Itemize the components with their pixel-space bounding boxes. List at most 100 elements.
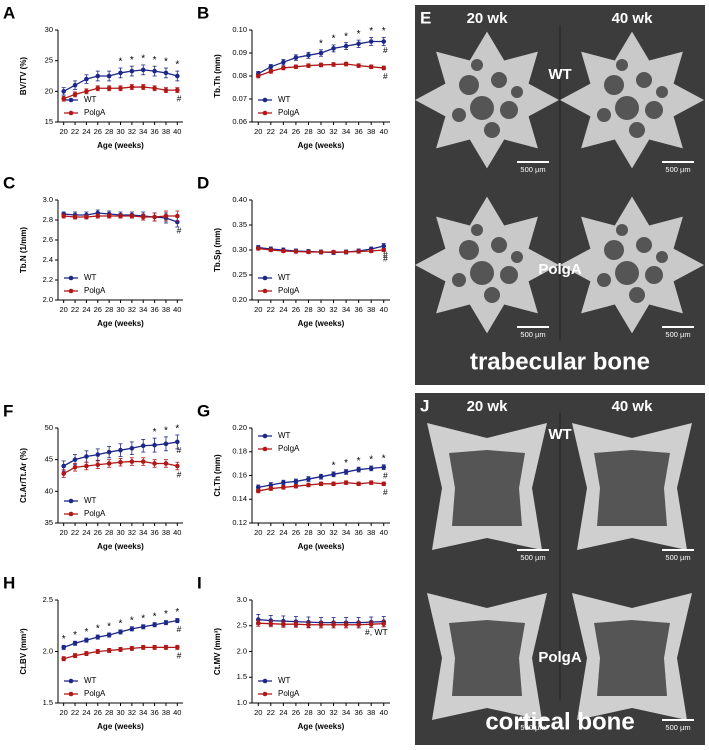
marker: [72, 653, 78, 658]
x-tick-label: 34: [342, 528, 350, 537]
panel-letter: F: [3, 401, 13, 420]
marker: [140, 214, 146, 220]
marker: [381, 247, 387, 253]
marker: [175, 73, 180, 79]
marker: [381, 464, 387, 470]
marker: [152, 442, 157, 448]
y-tick-label: 0.35: [232, 220, 247, 229]
marker: [331, 46, 336, 51]
marker: [84, 454, 89, 459]
y-tick-label: 30: [45, 25, 53, 34]
marker: [175, 439, 180, 445]
legend-marker: [262, 446, 268, 452]
row-label: PolgA: [538, 261, 581, 278]
x-tick-label: 38: [367, 708, 375, 717]
marker: [140, 67, 146, 73]
marker: [152, 461, 157, 466]
significance-star: *: [344, 31, 348, 42]
marker: [72, 92, 78, 97]
marrow-cavity: [449, 620, 525, 696]
x-axis-label: Age (weeks): [97, 722, 144, 731]
y-tick-label: 0.30: [232, 245, 247, 254]
marker: [381, 481, 387, 487]
x-tick-label: 28: [304, 305, 312, 314]
x-tick-label: 32: [128, 528, 136, 537]
legend-label: WT: [278, 431, 291, 440]
marrow-space: [484, 287, 500, 303]
marker: [163, 645, 169, 650]
x-tick-label: 40: [380, 305, 388, 314]
marker: [106, 449, 112, 455]
x-tick-label: 36: [150, 305, 158, 314]
y-tick-label: 0.09: [232, 48, 247, 57]
marker: [163, 461, 169, 466]
y-tick-label: 0.40: [232, 195, 247, 204]
x-tick-label: 40: [380, 708, 388, 717]
x-tick-label: 30: [116, 528, 124, 537]
marker: [152, 85, 157, 91]
marker: [106, 213, 112, 219]
marker: [72, 640, 78, 646]
x-tick-label: 24: [82, 305, 90, 314]
marrow-cavity: [594, 620, 670, 696]
marker: [95, 85, 101, 91]
significance-star: *: [164, 57, 168, 68]
marker: [343, 249, 349, 255]
legend-label: WT: [84, 676, 97, 685]
x-tick-label: 32: [128, 708, 136, 717]
marker: [356, 467, 361, 472]
x-axis-label: Age (weeks): [298, 319, 345, 328]
x-tick-label: 36: [150, 528, 158, 537]
significance-star: *: [141, 54, 145, 65]
x-tick-label: 26: [94, 528, 102, 537]
note: #: [383, 45, 388, 55]
marker: [293, 64, 299, 70]
note: #: [177, 93, 182, 103]
marker: [268, 486, 274, 491]
marrow-space: [645, 266, 663, 284]
x-tick-label: 30: [116, 708, 124, 717]
scale-bar-label: 500 µm: [520, 553, 545, 562]
marrow-space: [500, 101, 518, 119]
marrow-space: [615, 96, 639, 120]
marker: [356, 63, 361, 68]
marker: [368, 39, 374, 44]
x-tick-label: 34: [342, 708, 350, 717]
marker: [61, 213, 66, 219]
x-tick-label: 34: [139, 305, 147, 314]
legend-marker: [262, 97, 268, 103]
marker: [163, 213, 169, 219]
y-tick-label: 2.5: [237, 621, 247, 630]
x-tick-label: 20: [60, 305, 68, 314]
marker: [318, 50, 324, 56]
marker: [318, 249, 324, 255]
marrow-space: [616, 59, 628, 71]
row-label: PolgA: [538, 649, 581, 666]
panel-letter: D: [197, 173, 209, 192]
significance-star: *: [96, 624, 100, 635]
significance-star: *: [84, 627, 88, 638]
significance-star: *: [153, 611, 157, 622]
legend-label: PolgA: [84, 509, 106, 518]
x-axis-label: Age (weeks): [298, 722, 345, 731]
scale-bar-label: 500 µm: [665, 553, 690, 562]
marker: [281, 480, 286, 485]
marker: [381, 243, 387, 249]
x-tick-label: 28: [105, 305, 113, 314]
x-tick-label: 32: [329, 127, 337, 136]
marrow-space: [452, 273, 466, 287]
marker: [356, 249, 361, 254]
marrow-space: [597, 108, 611, 122]
y-tick-label: 2.6: [43, 235, 53, 244]
marker: [72, 214, 78, 220]
marker: [381, 65, 387, 71]
x-tick-label: 24: [279, 127, 287, 136]
legend-marker: [68, 498, 74, 504]
x-tick-label: 26: [94, 127, 102, 136]
legend-label: WT: [278, 273, 291, 282]
x-tick-label: 20: [254, 528, 262, 537]
x-tick-label: 40: [173, 127, 181, 136]
x-axis-label: Age (weeks): [97, 319, 144, 328]
marker: [72, 82, 78, 88]
legend-marker: [262, 275, 268, 281]
